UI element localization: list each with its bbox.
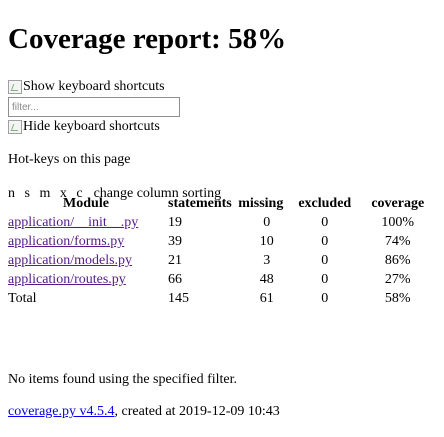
- table-row: application/routes.py 66 48 0 27%: [6, 271, 434, 290]
- module-link[interactable]: application/__init__.py: [8, 215, 139, 231]
- excluded-cell: 0: [321, 253, 329, 269]
- footer: coverage.py v4.5.4, created at 2019-12-0…: [8, 404, 280, 421]
- total-excluded: 0: [321, 291, 329, 307]
- statements-cell: 66: [168, 272, 182, 288]
- coverage-cell: 100%: [381, 215, 415, 231]
- excluded-cell: 0: [321, 234, 329, 250]
- footer-created-text: , created at 2019-12-09 10:43: [114, 404, 280, 419]
- statements-cell: 39: [168, 234, 182, 250]
- filter-input[interactable]: [8, 97, 180, 117]
- missing-cell: 0: [263, 215, 271, 231]
- header-coverage[interactable]: coverage: [371, 195, 425, 211]
- hotkeys-keys: n s m x c: [8, 186, 86, 201]
- hotkeys-heading: Hot-keys on this page: [8, 152, 131, 167]
- module-link[interactable]: application/routes.py: [8, 272, 126, 288]
- coverage-cell: 27%: [384, 272, 411, 288]
- table-row: application/forms.py 39 10 0 74%: [6, 233, 434, 252]
- coverage-cell: 74%: [384, 234, 411, 250]
- total-label: Total: [8, 291, 37, 307]
- statements-cell: 21: [168, 253, 182, 269]
- broken-image-icon: [8, 120, 22, 134]
- hotkeys-line: n s m x c change column sorting: [8, 186, 221, 203]
- total-statements: 145: [168, 291, 189, 307]
- excluded-cell: 0: [321, 215, 329, 231]
- header-statements[interactable]: statements: [168, 195, 232, 211]
- table-row: application/__init__.py 19 0 0 100%: [6, 214, 434, 233]
- excluded-cell: 0: [321, 272, 329, 288]
- total-missing: 61: [259, 291, 274, 307]
- page-title: Coverage report: 58%: [8, 23, 287, 55]
- show-keyboard-shortcuts[interactable]: Show keyboard shortcuts: [8, 79, 165, 95]
- missing-cell: 10: [259, 234, 274, 250]
- table-header-row: Module statements missing excluded cover…: [6, 194, 434, 214]
- statements-cell: 19: [168, 215, 182, 231]
- missing-cell: 3: [263, 253, 271, 269]
- module-link[interactable]: application/models.py: [8, 253, 133, 269]
- coverage-table: Module statements missing excluded cover…: [6, 194, 434, 309]
- broken-image-icon: [8, 80, 22, 94]
- header-excluded[interactable]: excluded: [298, 195, 352, 211]
- coverage-cell: 86%: [384, 253, 411, 269]
- no-items-message: No items found using the specified filte…: [8, 372, 238, 387]
- hide-keyboard-shortcuts[interactable]: Hide keyboard shortcuts: [8, 119, 160, 135]
- total-coverage: 58%: [384, 291, 411, 307]
- coverage-py-link[interactable]: coverage.py v4.5.4: [8, 404, 115, 419]
- table-row: application/models.py 21 3 0 86%: [6, 252, 434, 271]
- missing-cell: 48: [259, 272, 274, 288]
- total-row: Total 145 61 0 58%: [6, 290, 434, 309]
- hide-shortcuts-label: Hide keyboard shortcuts: [23, 118, 160, 134]
- module-link[interactable]: application/forms.py: [8, 234, 125, 250]
- hotkeys-description: change column sorting: [93, 186, 222, 201]
- show-shortcuts-label: Show keyboard shortcuts: [23, 78, 165, 94]
- header-missing[interactable]: missing: [238, 195, 284, 211]
- header-module[interactable]: Module: [63, 195, 109, 211]
